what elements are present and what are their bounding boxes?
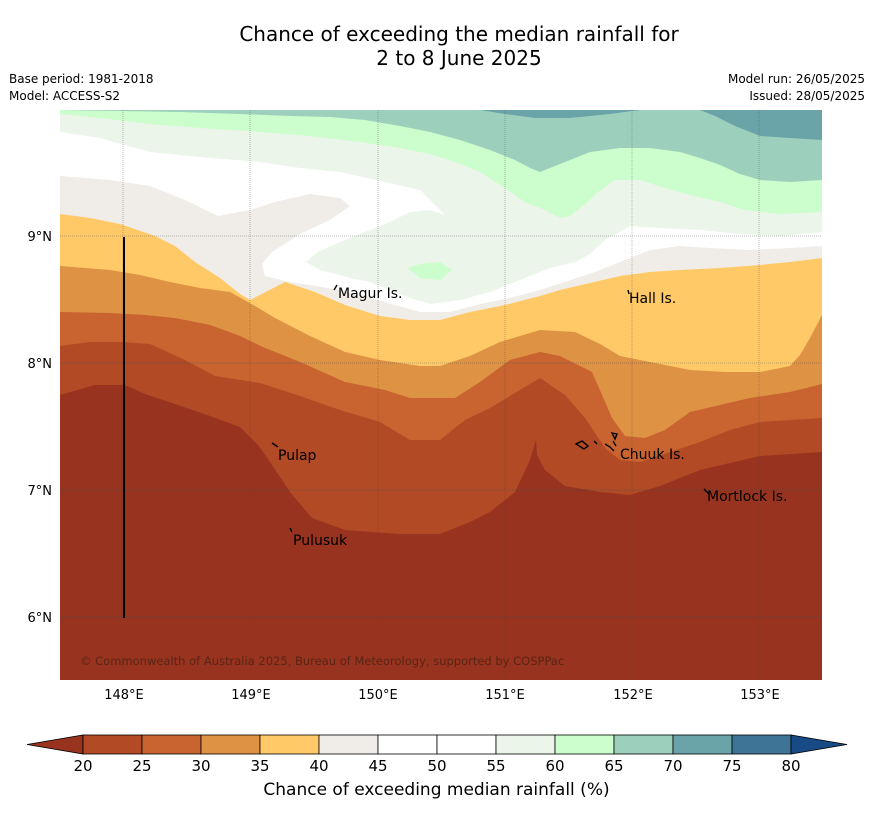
colorbar-tick-label: 20 — [73, 757, 92, 775]
lon-152e: 152°E — [613, 688, 653, 703]
colorbar-tick-label: 25 — [132, 757, 151, 775]
colorbar-swatch — [495, 734, 556, 755]
pulap-island-shape — [271, 442, 279, 448]
meta-left: Base period: 1981-2018 Model: ACCESS-S2 — [9, 71, 154, 105]
colorbar-swatch — [259, 734, 320, 755]
title-line-1: Chance of exceeding the median rainfall … — [239, 22, 679, 46]
model-name: Model: ACCESS-S2 — [9, 89, 121, 103]
colorbar-swatch — [731, 734, 792, 755]
colorbar-swatch — [554, 734, 615, 755]
label-chuuk: Chuuk Is. — [620, 447, 685, 463]
colorbar-tick-label: 40 — [309, 757, 328, 775]
colorbar-over-arrow — [790, 734, 848, 755]
lat-9n: 9°N — [28, 230, 53, 245]
mortlock-island-shape — [703, 488, 710, 495]
colorbar-under-arrow — [26, 734, 84, 755]
lat-6n: 6°N — [28, 611, 53, 626]
island-outlines — [271, 284, 710, 533]
hall-island-shape — [627, 289, 630, 295]
colorbar-swatch — [318, 734, 379, 755]
colorbar-swatch — [436, 734, 497, 755]
label-magur: Magur Is. — [338, 286, 403, 302]
colorbar-swatch — [141, 734, 202, 755]
lon-labels: 148°E 149°E 150°E 151°E 152°E 153°E — [104, 688, 780, 703]
band-65-70 — [60, 110, 822, 182]
title-line-2: 2 to 8 June 2025 — [376, 46, 542, 70]
band-70-75 — [700, 110, 822, 140]
colorbar-tick-label: 65 — [604, 757, 623, 775]
contour-layers — [60, 110, 822, 680]
colorbar-swatch — [82, 734, 143, 755]
colorbar-tick-label: 75 — [722, 757, 741, 775]
colorbar-tick-label: 30 — [191, 757, 210, 775]
band-60-65-island — [408, 262, 452, 280]
colorbar: 20 25 30 35 40 45 50 55 60 65 70 75 80 — [26, 734, 848, 775]
colorbar-tick-label: 45 — [368, 757, 387, 775]
lon-148e: 148°E — [104, 688, 144, 703]
lon-151e: 151°E — [485, 688, 525, 703]
colorbar-swatch — [672, 734, 733, 755]
colorbar-tick-label: 55 — [486, 757, 505, 775]
pulusuk-island-shape — [289, 527, 293, 533]
lat-7n: 7°N — [28, 484, 53, 499]
lat-8n: 8°N — [28, 357, 53, 372]
colorbar-swatch — [613, 734, 674, 755]
band-70-75-top — [480, 110, 640, 118]
map-title: Chance of exceeding the median rainfall … — [0, 22, 873, 70]
lon-150e: 150°E — [358, 688, 398, 703]
colorbar-tick-label: 60 — [545, 757, 564, 775]
lat-labels: 9°N 8°N 7°N 6°N — [28, 230, 53, 626]
meta-right: Model run: 26/05/2025 Issued: 28/05/2025 — [728, 71, 865, 105]
place-labels: Magur Is. Hall Is. Pulap Chuuk Is. Mortl… — [278, 286, 787, 549]
colorbar-label: Chance of exceeding median rainfall (%) — [263, 780, 610, 800]
colorbar-swatch — [377, 734, 438, 755]
issued-date: Issued: 28/05/2025 — [749, 89, 865, 103]
label-mortlock: Mortlock Is. — [707, 489, 787, 505]
colorbar-tick-label: 50 — [427, 757, 446, 775]
lon-153e: 153°E — [740, 688, 780, 703]
chuuk-lagoon-shape — [574, 432, 618, 452]
label-pulap: Pulap — [278, 448, 317, 464]
colorbar-tick-label: 70 — [663, 757, 682, 775]
lon-149e: 149°E — [231, 688, 271, 703]
label-hall: Hall Is. — [629, 291, 676, 307]
copyright-notice: © Commonwealth of Australia 2025, Bureau… — [80, 654, 564, 668]
colorbar-swatch — [200, 734, 261, 755]
model-run: Model run: 26/05/2025 — [727, 72, 865, 86]
base-period: Base period: 1981-2018 — [9, 72, 154, 86]
magur-island-shape — [333, 284, 338, 291]
colorbar-tick-label: 80 — [781, 757, 800, 775]
label-pulusuk: Pulusuk — [293, 533, 348, 549]
colorbar-tick-label: 35 — [250, 757, 269, 775]
